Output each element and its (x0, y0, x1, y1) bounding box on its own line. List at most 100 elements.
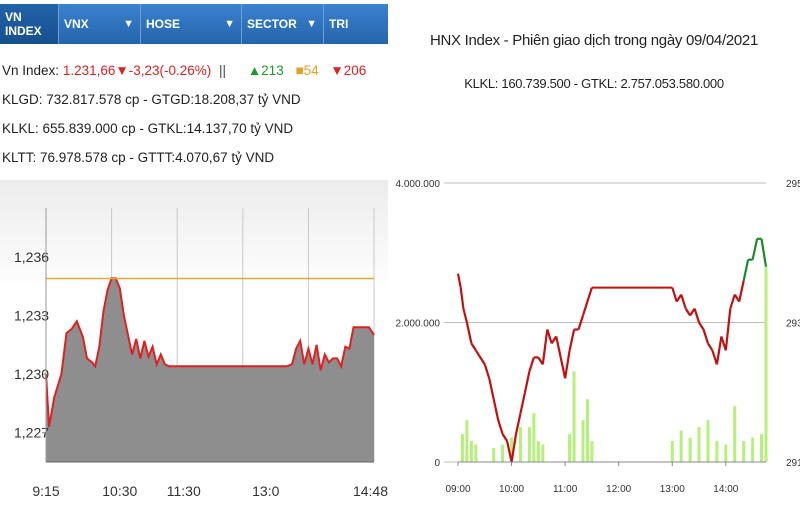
left-y-tick-label: 4.000.000 (396, 179, 441, 190)
volume-bar (518, 427, 522, 462)
price-line-segment (456, 273, 462, 288)
left-y-tick-label: 0 (434, 458, 440, 469)
volume-bar (733, 406, 737, 462)
volume-bar (742, 441, 746, 462)
tab-label: HOSE (146, 17, 181, 31)
market-summary: Vn Index: 1.231,66▼-3,23(-0.26%) || ▲213… (2, 60, 386, 176)
volume-bar (697, 427, 701, 462)
volume-bar (460, 434, 464, 462)
volume-bar (715, 441, 719, 462)
y-tick-label: 1,230 (14, 366, 49, 382)
x-tick-label: 11:30 (167, 483, 201, 499)
price-line-segment (742, 259, 750, 281)
chevron-down-icon[interactable]: ▼ (123, 18, 134, 30)
volume-bar (527, 427, 531, 462)
volume-bar (532, 413, 536, 462)
tab-label: SECTOR (247, 17, 297, 31)
price-line-segment (751, 238, 759, 260)
volume-bar (541, 444, 545, 462)
volume-bar (474, 444, 478, 462)
volume-bar (572, 371, 576, 462)
volume-bar (670, 441, 674, 462)
x-tick-label: 11:00 (553, 484, 578, 495)
price-line-segment (559, 357, 567, 379)
klkl-line: KLKL: 655.839.000 cp - GTKL:14.137,70 tỷ… (2, 121, 294, 136)
price-line-segment (693, 308, 701, 323)
declines-count: ▼206 (330, 63, 367, 78)
price-line-segment (506, 440, 513, 463)
index-line (45, 277, 375, 427)
price-line-segment (684, 308, 692, 317)
volume-bar (751, 437, 755, 462)
x-tick-label: 14:48 (353, 483, 388, 499)
tab-hose[interactable]: HOSE ▼ (141, 4, 242, 44)
price-line-segment (514, 412, 522, 435)
right-y-tick-label: 293 (786, 319, 800, 330)
volume-bar (501, 444, 505, 462)
price-line-segment (738, 280, 745, 302)
y-tick-label: 1,233 (14, 307, 49, 323)
volume-bar (585, 399, 589, 462)
tab-tri[interactable]: TRI (324, 4, 388, 44)
tab-label: VN INDEX (5, 10, 42, 38)
volume-bar (469, 441, 473, 462)
price-line-segment (729, 294, 736, 309)
unchanged-count: ■54 (295, 63, 319, 78)
price-line-segment (470, 342, 477, 351)
chevron-down-icon[interactable]: ▼ (306, 18, 317, 30)
tab-sector[interactable]: SECTOR ▼ (242, 4, 324, 44)
chevron-down-icon[interactable]: ▼ (224, 18, 235, 30)
right-y-tick-label: 295 (786, 179, 800, 190)
price-line-segment (555, 336, 562, 358)
right-y-tick-label: 291 (786, 458, 800, 469)
vn-index-line: Vn Index: 1.231,66▼-3,23(-0.26%) || ▲213… (2, 60, 386, 89)
volume-bar (581, 420, 585, 462)
y-tick-label: 1,227 (14, 425, 49, 441)
price-line-segment (497, 419, 504, 435)
price-line-segment (465, 322, 473, 344)
price-line-segment (564, 350, 571, 379)
price-line-segment (519, 392, 527, 414)
kltt-line: KLTT: 76.978.578 cp - GTTT:4.070,67 tỷ V… (2, 150, 275, 165)
x-tick-label: 13:00 (660, 484, 685, 495)
tab-vnx[interactable]: VNX ▼ (59, 4, 141, 44)
price-line-segment (698, 321, 705, 331)
volume-bar (492, 448, 496, 462)
klgd-line: KLGD: 732.817.578 cp - GTGD:18.208,37 tỷ… (2, 92, 301, 107)
volume-bar (568, 434, 572, 462)
vn-index-panel: VN INDEX VNX ▼ HOSE ▼ SECTOR ▼ TRI Vn In… (0, 0, 388, 500)
x-tick-label: 14:00 (713, 484, 738, 495)
price-line-segment (492, 398, 500, 421)
volume-bar (465, 420, 469, 462)
price-line-segment (707, 342, 714, 351)
tab-label: VNX (64, 17, 89, 31)
separator: || (219, 63, 227, 78)
tab-vn-index[interactable]: VN INDEX (0, 4, 59, 44)
price-line-segment (680, 294, 687, 309)
vn-index-chart: 1,227 1,230 1,233 1,236 9:15 10:30 11:30 13:0 14… (14, 208, 388, 499)
price-line-segment (568, 329, 576, 351)
volume-bar (536, 441, 540, 462)
price-line-segment (459, 287, 465, 309)
price-line-segment (577, 315, 585, 330)
y-tick-label: 1,236 (14, 249, 49, 265)
volume-bar (724, 444, 728, 462)
x-tick-label: 9:15 (32, 483, 59, 499)
x-tick-label: 10:00 (499, 484, 524, 495)
index-area-fill (46, 278, 374, 462)
price-line-segment (671, 287, 678, 302)
volume-bar (764, 266, 768, 462)
hnx-index-panel: HNX Index - Phiên giao dịch trong ngày 0… (388, 0, 800, 500)
price-line-segment (711, 350, 718, 365)
price-line-segment (479, 356, 486, 365)
price-line-segment (523, 371, 531, 393)
x-tick-label: 13:0 (252, 483, 279, 499)
tab-label: TRI (329, 17, 349, 31)
x-tick-label: 10:30 (102, 483, 137, 499)
price-line-segment (528, 357, 535, 372)
price-line-segment (715, 336, 723, 365)
price-line-segment (462, 308, 468, 323)
price-line-segment (474, 349, 482, 358)
hnx-index-chart: 0 2.000.000 4.000.000 291 293 295 09:00 10:00 11… (396, 179, 800, 495)
price-line-segment (760, 238, 768, 267)
